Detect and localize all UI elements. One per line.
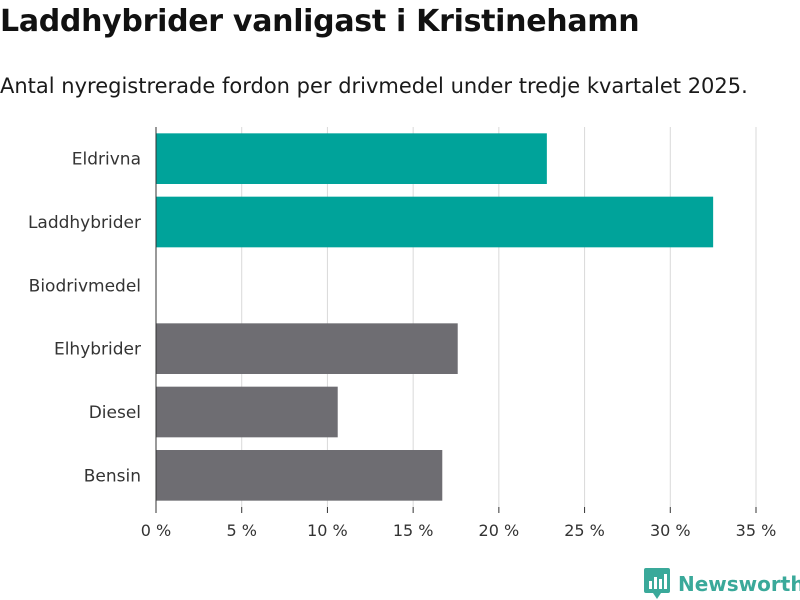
x-tick-label: 5 % [226,521,256,540]
brand-name: Newsworthy [678,572,800,596]
chart-subtitle: Antal nyregistrerade fordon per drivmede… [0,74,748,98]
x-tick-label: 30 % [650,521,691,540]
x-tick-label: 10 % [307,521,348,540]
category-label: Laddhybrider [28,213,141,233]
bar-elhybrider [156,323,458,374]
bar-laddhybrider [156,196,714,248]
bar-eldrivna [156,133,547,184]
bar-diesel [156,386,338,438]
grid-lines [241,127,757,507]
x-tick-label: 35 % [736,521,777,540]
x-tick-label: 25 % [564,521,605,540]
category-label: Eldrivna [72,150,141,170]
category-label: Bensin [84,466,141,486]
bars [156,133,714,501]
x-tick-label: 20 % [479,521,520,540]
category-label: Diesel [89,403,141,423]
category-label: Biodrivmedel [29,276,141,296]
newsworthy-icon [644,568,670,599]
newsworthy-logo: Newsworthy [644,568,800,600]
chart-title: Laddhybrider vanligast i Kristinehamn [0,4,640,39]
x-tick-label: 15 % [393,521,434,540]
category-label: Elhybrider [54,340,141,360]
bar-bensin [156,450,443,501]
category-labels: Eldrivna Laddhybrider Biodrivmedel Elhybrid… [28,150,141,487]
x-axis: 0 % 5 % 10 % 15 % 20 % 25 % 30 % 35 % [141,127,777,540]
x-tick-label: 0 % [141,521,171,540]
